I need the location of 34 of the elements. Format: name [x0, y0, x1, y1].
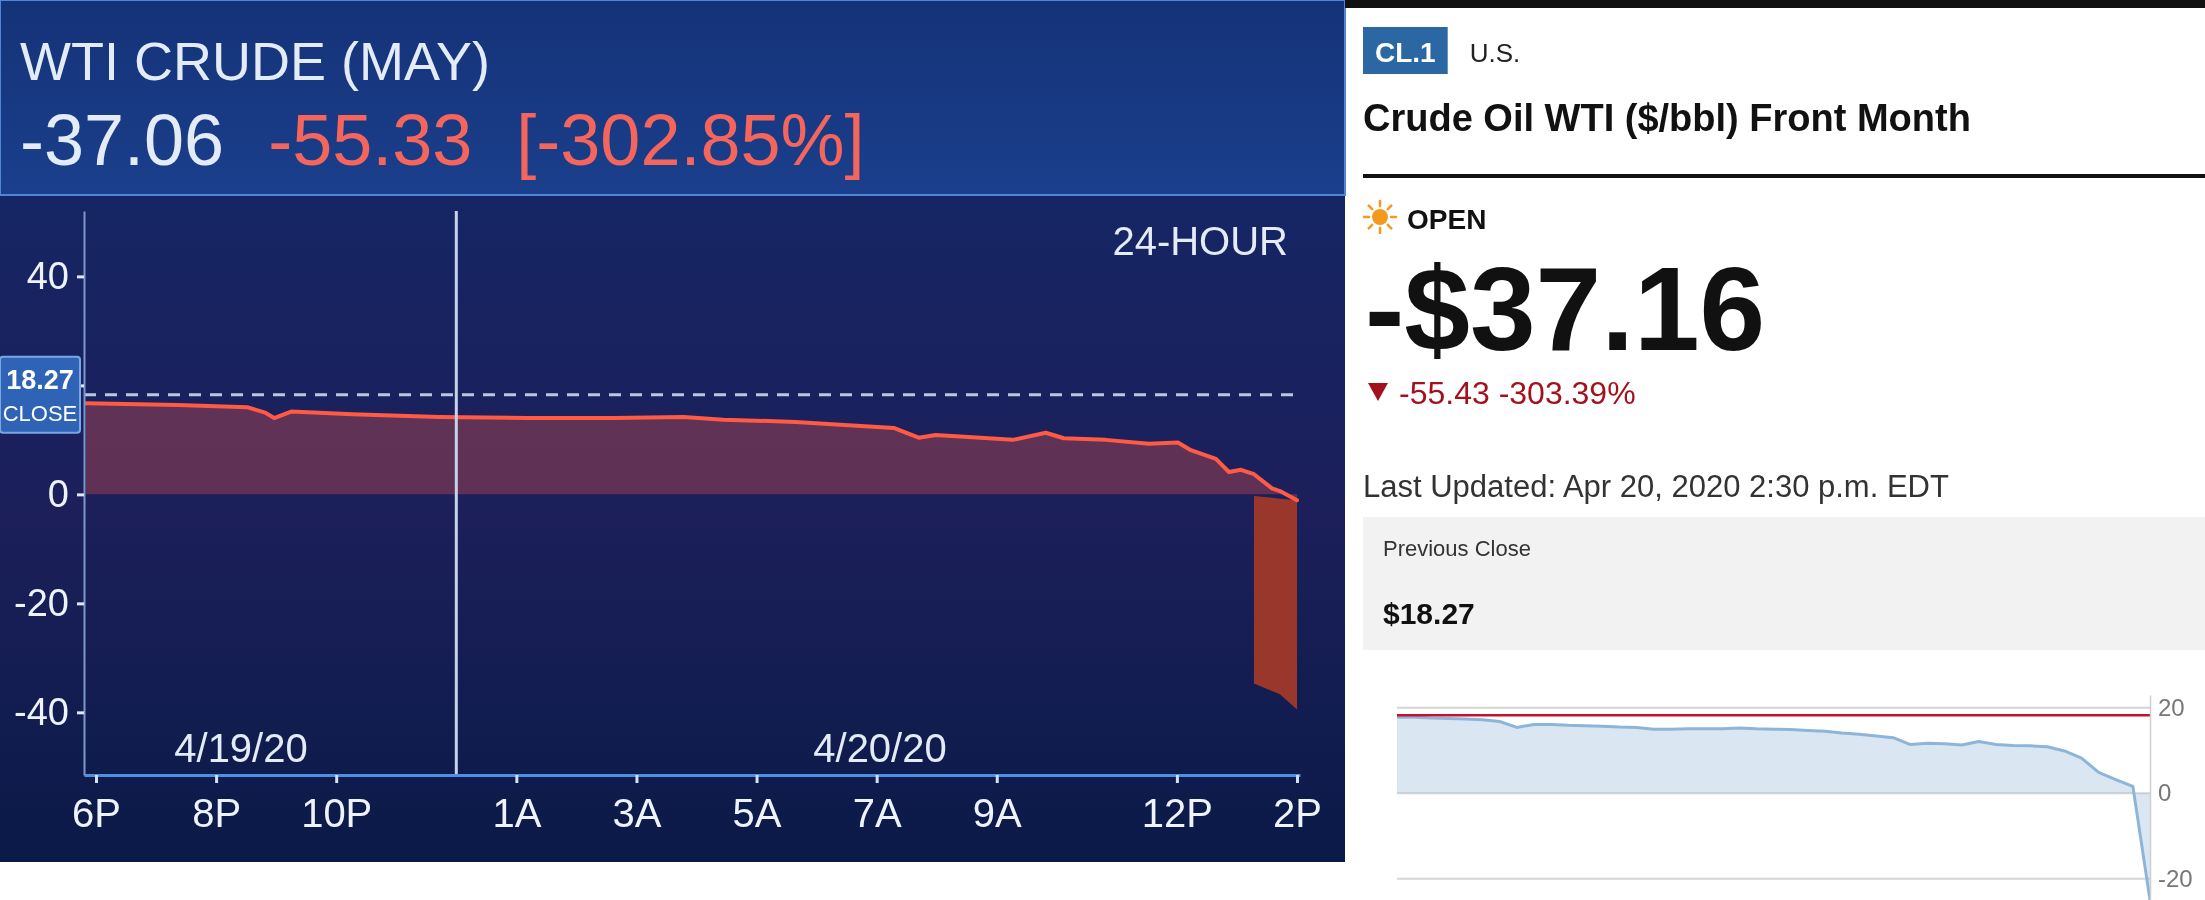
text: $18.27 — [1383, 597, 1475, 630]
y-tick-label: 20 — [2158, 693, 2185, 721]
chart-title: WTI CRUDE (MAY) — [20, 31, 490, 91]
x-tick-label: 7A — [852, 791, 902, 836]
text: [-302.85%] — [516, 100, 865, 180]
text: -$37.16 — [1365, 243, 1766, 375]
text: CL.1 — [1375, 37, 1436, 68]
y-tick-label: 0 — [2158, 779, 2172, 807]
ref-line-label: 18.27 CLOSE — [2, 364, 78, 426]
text: Last Updated: Apr 20, 2020 2:30 p.m. EDT — [1363, 469, 1949, 504]
text: U.S. — [1469, 38, 1521, 68]
annotation: 4/19/20 — [174, 726, 308, 770]
text: Crude Oil WTI ($/bbl) Front Month — [1363, 97, 1971, 139]
x-tick-label: 2P — [1273, 791, 1322, 836]
x-tick-label: 1A — [492, 791, 542, 836]
x-tick-label: 3A — [612, 791, 662, 836]
x-tick-label: 9A — [972, 791, 1023, 836]
x-tick-label: 8P — [192, 791, 242, 836]
text: -55.43 -303.39% — [1399, 375, 1636, 411]
x-tick-label: 6P — [72, 791, 121, 836]
y-tick-label: -40 — [14, 690, 69, 733]
annotation: 4/20/20 — [813, 726, 947, 770]
y-tick-label: -20 — [14, 582, 69, 625]
chart-subtitle: -37.06 — [20, 100, 225, 180]
x-tick-label: 10P — [301, 791, 373, 836]
x-tick-label: 5A — [732, 791, 782, 836]
y-tick-label: -20 — [2158, 864, 2193, 892]
text: Previous Close — [1383, 536, 1531, 561]
text: OPEN — [1407, 204, 1487, 235]
y-tick-label: 0 — [47, 473, 69, 516]
y-tick-label: 40 — [26, 255, 69, 298]
annotation: 24-HOUR — [1112, 219, 1288, 263]
text: -55.33 — [268, 100, 473, 180]
x-tick-label: 12P — [1141, 791, 1213, 836]
